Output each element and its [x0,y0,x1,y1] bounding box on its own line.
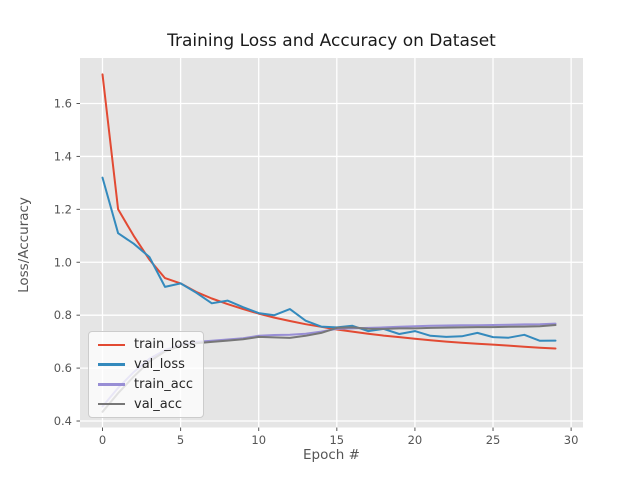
y-tick-label: 1.6 [54,97,72,111]
legend-label-train-loss: train_loss [134,337,196,353]
legend-line-sample-val-loss [98,363,125,366]
x-tick-label: 10 [251,433,266,447]
y-axis-label: Loss/Accuracy [16,197,32,293]
legend-label-val-acc: val_acc [134,396,183,412]
x-tick-label: 30 [564,433,579,447]
legend-item-val-loss: val_loss [98,357,194,372]
legend: train_loss val_loss train_acc val_acc [88,331,204,418]
y-tick-label: 0.4 [54,414,72,428]
y-tick-label: 0.6 [54,361,72,375]
x-tick-label: 20 [408,433,423,447]
legend-item-train-loss: train_loss [98,337,196,353]
chart-title: Training Loss and Accuracy on Dataset [167,31,496,51]
legend-label-train-acc: train_acc [134,376,194,392]
legend-line-sample-train-acc [98,383,125,386]
y-tick-label: 1.2 [54,202,72,216]
y-tick-label: 1.4 [54,149,72,163]
legend-label-val-loss: val_loss [134,357,185,373]
y-tick-label: 1.0 [54,255,72,269]
series-line-val_loss [101,176,557,342]
x-tick-label: 5 [177,433,184,447]
y-tick-label: 0.8 [54,308,72,322]
legend-line-sample-train-loss [98,343,125,347]
x-tick-label: 15 [329,433,344,447]
legend-item-val-acc: val_acc [98,397,194,412]
x-tick-label: 0 [99,433,106,447]
series-line-train_loss [101,73,557,350]
legend-item-train-acc: train_acc [98,377,194,392]
x-axis-label: Epoch # [303,447,360,463]
x-tick-label: 25 [486,433,501,447]
legend-line-sample-val-acc [98,402,125,406]
